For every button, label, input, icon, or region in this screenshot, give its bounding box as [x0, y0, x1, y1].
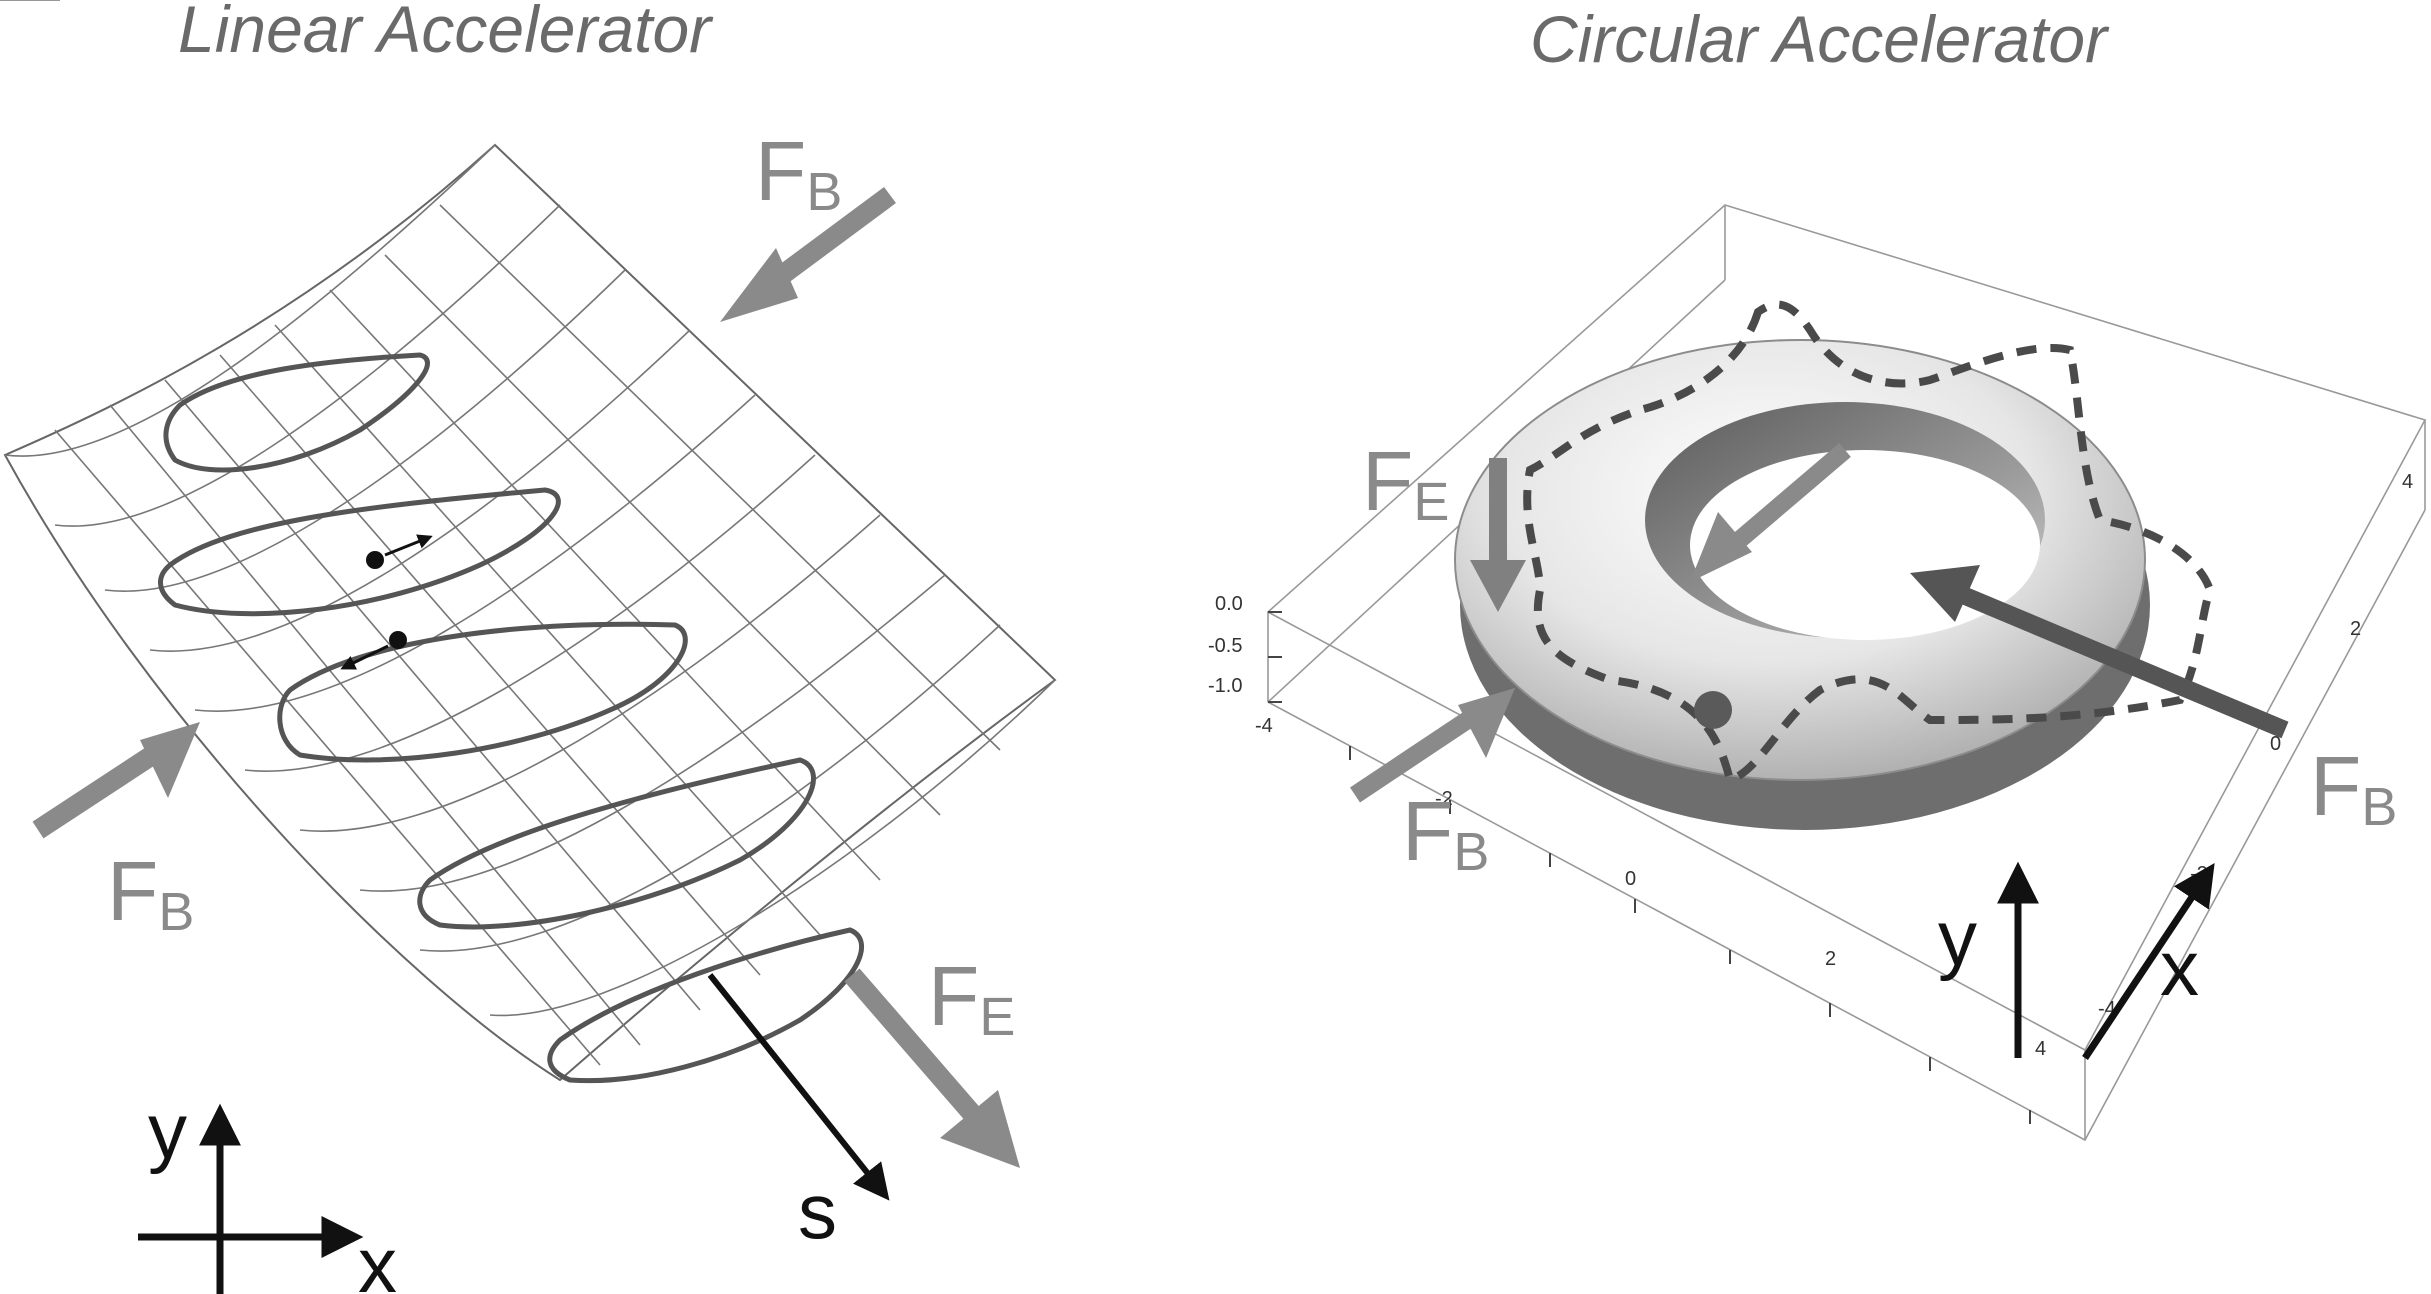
circ-x-label: x [2160, 924, 2199, 1012]
particle-2-arrow [340, 644, 389, 670]
torus-trajectory [1523, 300, 2215, 786]
torus-particle [1694, 691, 1732, 729]
linear-x-label: x [358, 1221, 397, 1294]
bunch-4 [417, 757, 816, 930]
circular-force-arrows [1350, 443, 2289, 803]
front-tick-1: -2 [1435, 788, 1453, 810]
linear-axes [138, 1103, 364, 1294]
front-tick-0: -4 [1255, 715, 1273, 737]
circ-fb-right-arrow [1910, 565, 2289, 739]
front-axis-ticks [1349, 746, 2031, 1124]
linear-y-label: y [148, 1087, 187, 1175]
right-tick-0: 4 [2402, 471, 2413, 493]
z-tick-1: -0.5 [1208, 635, 1242, 657]
linear-bunches [158, 352, 864, 1084]
bunch-3 [277, 621, 688, 763]
circ-fb-left-label: FB [1402, 784, 1489, 882]
bunch-2 [158, 487, 561, 617]
z-tick-0: 0.0 [1215, 593, 1243, 615]
circular-bounding-box [1266, 204, 2427, 1142]
circ-fb-inner-arrow [1690, 443, 1851, 582]
circ-x-axis [2082, 863, 2215, 1060]
front-tick-4: 4 [2035, 1038, 2046, 1060]
z-tick-2: -1.0 [1208, 675, 1242, 697]
circ-fb-left-arrow [1350, 688, 1515, 803]
particle-1 [366, 551, 384, 569]
fb-top-label: FB [755, 124, 842, 222]
linear-title: Linear Accelerator [178, 0, 714, 66]
linear-particles [340, 534, 433, 670]
circ-fe-arrow [1470, 458, 1526, 612]
circular-axes [1997, 861, 2215, 1060]
particle-1-arrow [384, 534, 433, 557]
circular-title: Circular Accelerator [1530, 2, 2110, 76]
right-tick-2: 0 [2270, 733, 2281, 755]
fe-label: FE [928, 949, 1015, 1047]
fb-left-arrow [32, 722, 200, 839]
right-tick-1: 2 [2350, 618, 2361, 640]
s-axis-label: s [798, 1167, 837, 1255]
fb-left-label: FB [107, 844, 194, 942]
bunch-1 [163, 352, 430, 473]
front-tick-2: 0 [1625, 868, 1636, 890]
torus-surface [1454, 339, 2150, 830]
bunch-5 [547, 927, 864, 1084]
linear-force-arrows [32, 186, 1020, 1168]
fb-top-arrow [720, 186, 896, 322]
circ-fb-right-label: FB [2310, 739, 2397, 837]
s-axis-arrow [707, 973, 890, 1201]
fe-arrow [844, 968, 1020, 1168]
circ-y-label: y [1938, 894, 1977, 982]
particle-2 [389, 631, 407, 649]
circ-fe-label: FE [1362, 434, 1449, 532]
z-axis-ticks: 0.0 -0.5 -1.0 [1208, 593, 1282, 703]
front-tick-3: 2 [1825, 948, 1836, 970]
